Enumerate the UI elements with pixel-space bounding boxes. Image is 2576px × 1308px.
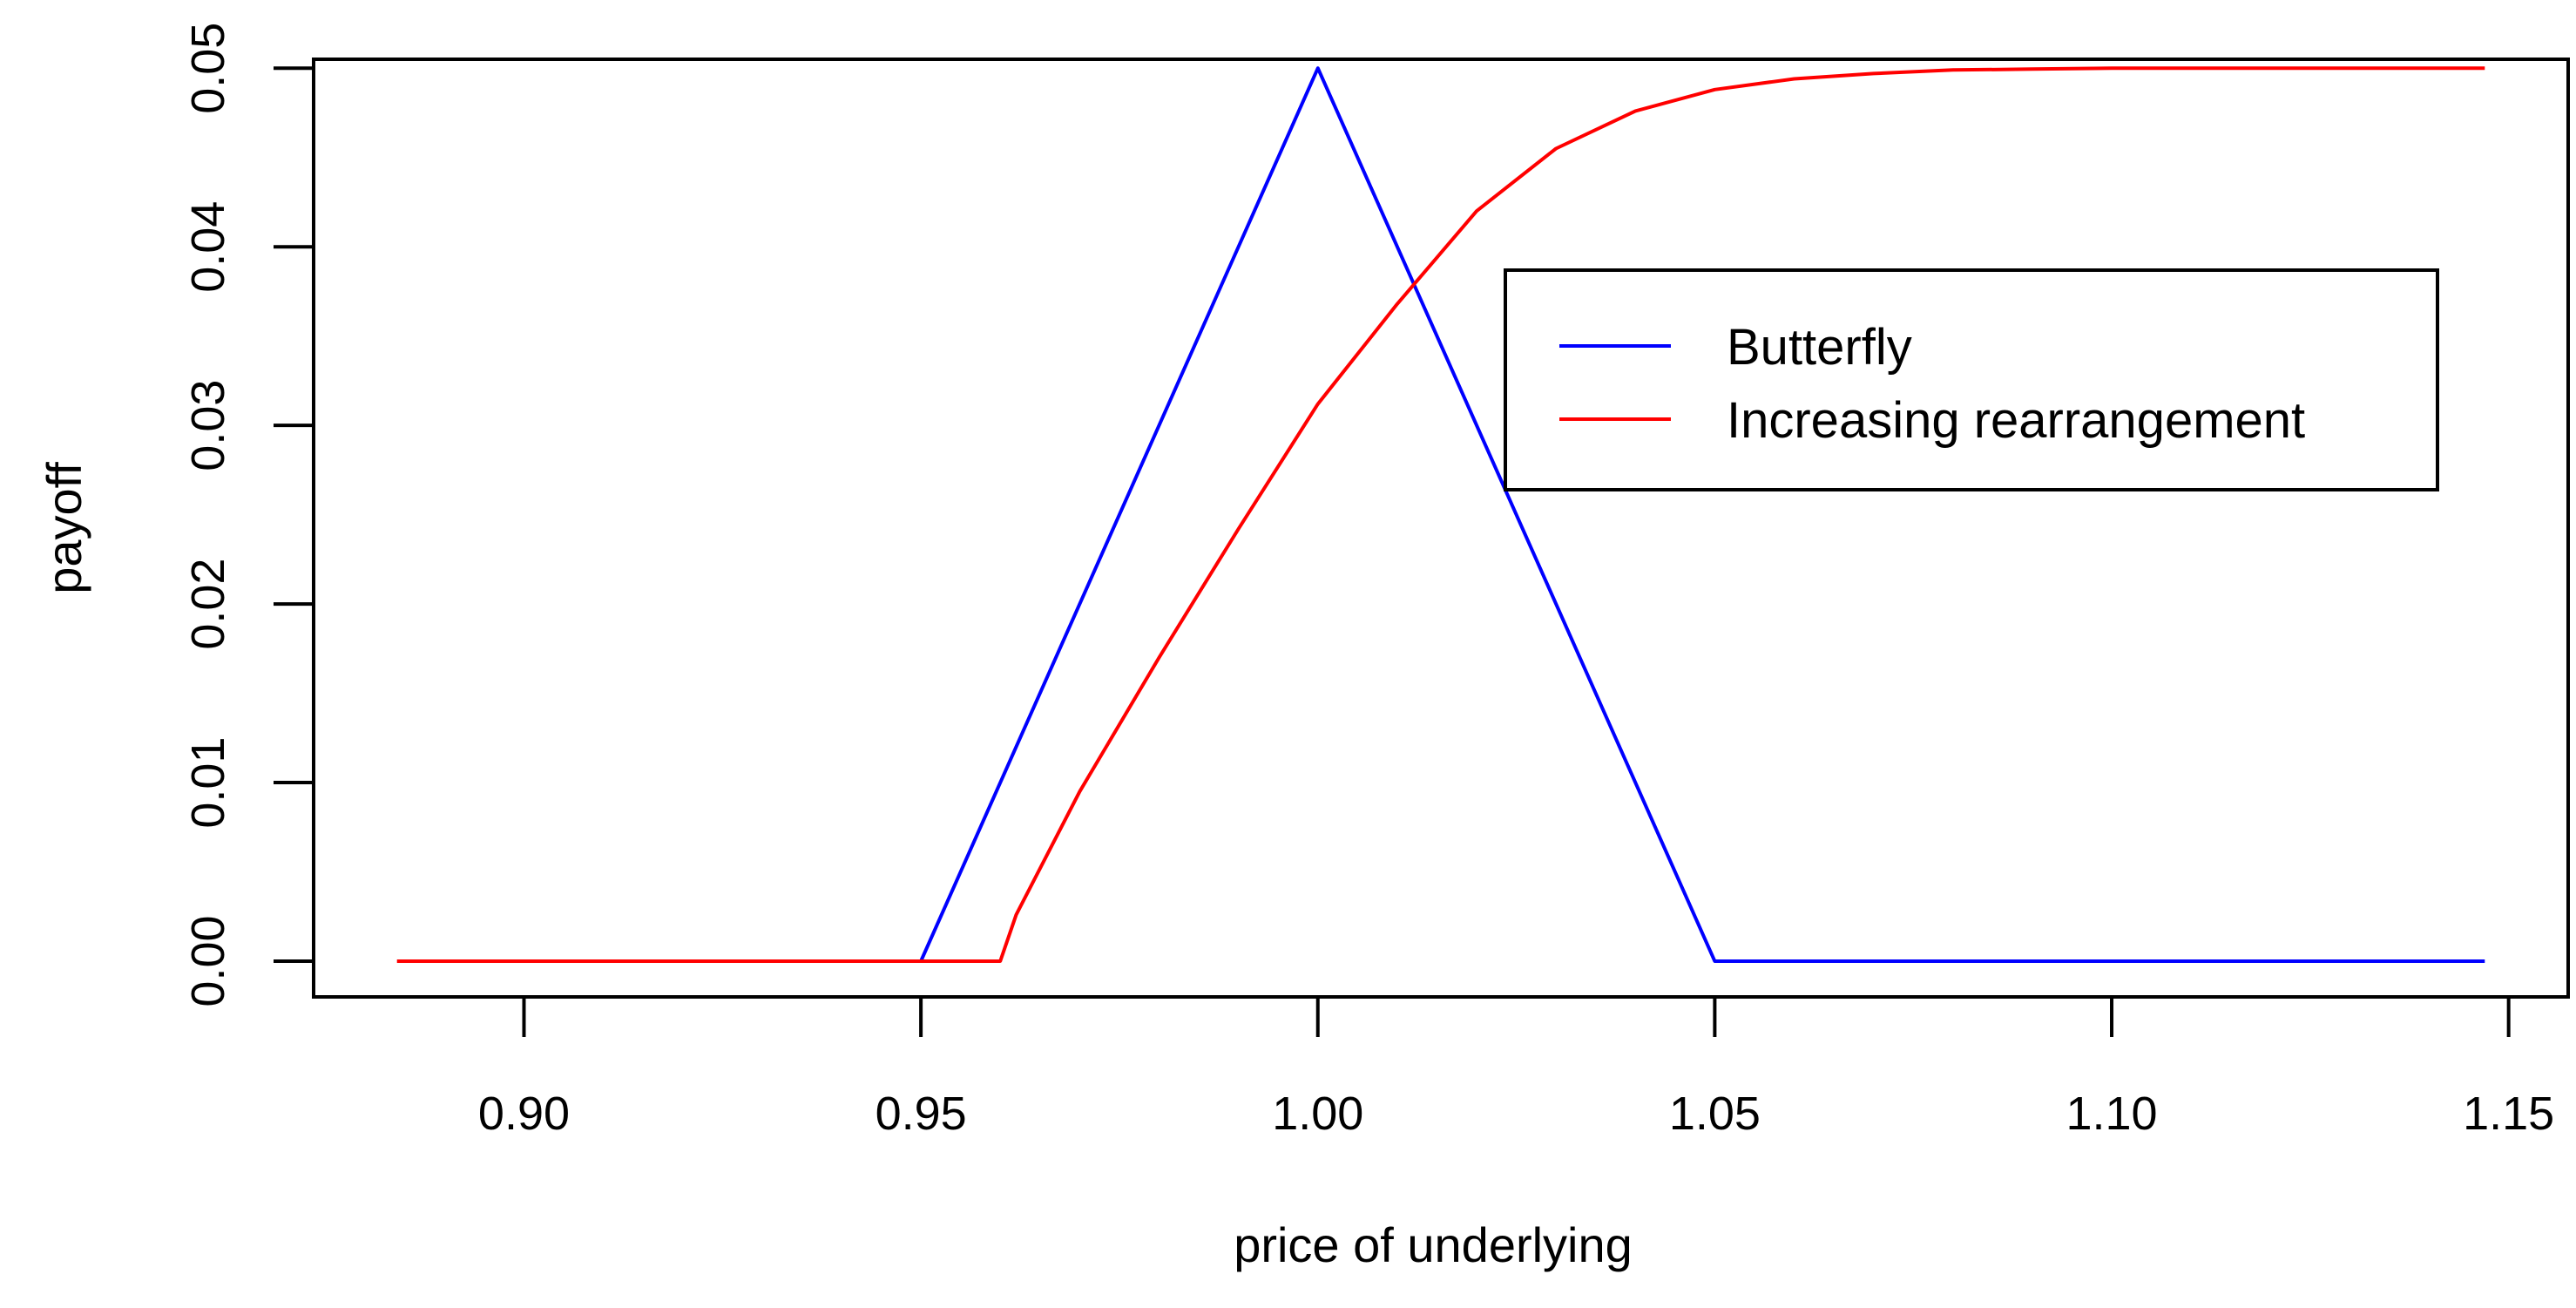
y-tick-label: 0.04 — [182, 201, 234, 293]
series-line-butterfly — [919, 66, 2485, 963]
x-tick-label: 1.15 — [2463, 1088, 2554, 1140]
y-axis-title: payoff — [37, 462, 91, 594]
series-line-increasing-rearrangement — [396, 66, 2485, 963]
plot-frame — [312, 58, 2570, 999]
x-axis-title: price of underlying — [1234, 1217, 1633, 1272]
y-tick-label: 0.05 — [182, 23, 234, 114]
x-tick-label: 1.10 — [2066, 1088, 2157, 1140]
y-tick-label: 0.03 — [182, 380, 234, 471]
x-axis: 0.90 0.95 1.00 1.05 1.10 1.15 — [478, 995, 2554, 1140]
x-tick-label: 0.95 — [876, 1088, 967, 1140]
y-tick-label: 0.02 — [182, 559, 234, 650]
y-tick-label: 0.01 — [182, 737, 234, 829]
series-layer — [396, 66, 2485, 963]
x-tick-label: 1.05 — [1669, 1088, 1761, 1140]
y-tick-label: 0.00 — [182, 915, 234, 1006]
legend: Butterfly Increasing rearrangement — [1504, 268, 2439, 491]
x-tick-label: 0.90 — [478, 1088, 570, 1140]
legend-box — [1504, 268, 2439, 491]
legend-label-butterfly: Butterfly — [1727, 319, 1912, 376]
x-tick-label: 1.00 — [1272, 1088, 1363, 1140]
legend-label-increasing-rearrangement: Increasing rearrangement — [1727, 392, 2305, 449]
